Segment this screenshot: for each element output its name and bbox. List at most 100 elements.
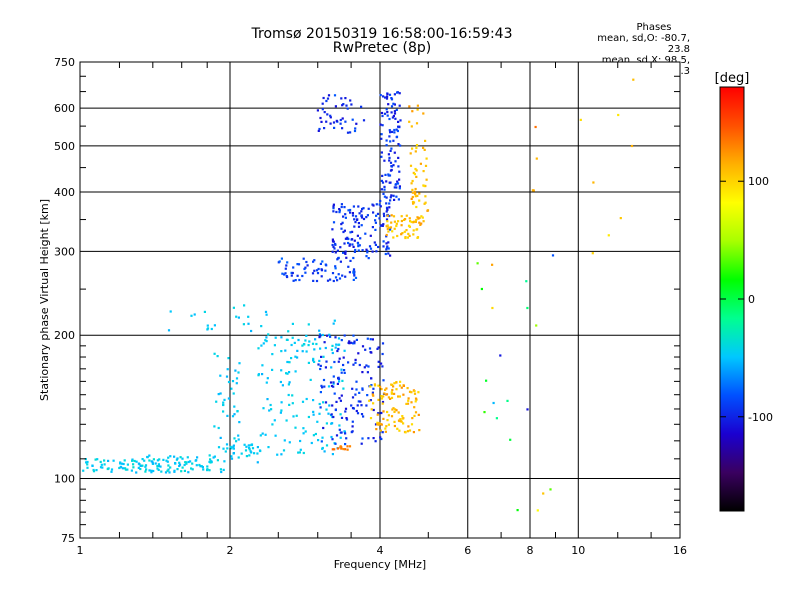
data-point [353, 129, 357, 133]
data-point [361, 437, 364, 440]
data-point [400, 219, 403, 223]
data-point [392, 215, 396, 218]
data-point [189, 460, 192, 463]
colorbar-tick-label-0: 0 [748, 293, 755, 306]
data-point [335, 400, 338, 403]
data-point [385, 139, 388, 142]
data-point [382, 410, 385, 413]
data-point [422, 170, 425, 173]
data-point [290, 343, 293, 347]
data-point [348, 342, 351, 345]
data-point [401, 415, 404, 418]
data-point [240, 452, 243, 455]
data-point [186, 456, 189, 459]
data-point [415, 144, 419, 147]
data-point [411, 188, 414, 191]
data-point [86, 460, 89, 464]
data-point [387, 252, 390, 255]
data-point [266, 377, 269, 380]
data-point [362, 415, 365, 418]
data-point [351, 238, 354, 241]
data-point [257, 347, 260, 350]
data-point [343, 349, 346, 352]
data-point [418, 199, 421, 202]
data-point [424, 195, 427, 198]
data-point [333, 126, 336, 129]
data-point [412, 202, 415, 205]
data-point [208, 454, 211, 457]
data-point [326, 97, 330, 100]
data-point [126, 468, 129, 471]
data-point [395, 381, 398, 384]
data-point [325, 360, 328, 363]
data-point [386, 214, 389, 217]
data-point [411, 179, 414, 183]
data-point [256, 446, 259, 449]
data-point [339, 118, 342, 122]
data-point [176, 468, 179, 471]
data-point [248, 446, 251, 450]
data-point [279, 411, 282, 414]
data-point [422, 146, 425, 149]
data-point [292, 266, 295, 269]
data-point [283, 273, 286, 276]
data-point [380, 411, 383, 415]
data-point [343, 371, 346, 374]
data-point [210, 460, 213, 463]
data-point [352, 278, 355, 281]
data-point [250, 329, 253, 333]
data-point [280, 257, 283, 260]
data-point [120, 466, 123, 469]
data-point [395, 222, 398, 225]
data-point [393, 128, 396, 132]
data-point [334, 265, 337, 268]
data-point [405, 214, 408, 217]
data-point [166, 460, 169, 463]
data-point [169, 310, 172, 313]
x-tick-label-16: 16 [673, 544, 687, 557]
data-point [330, 435, 333, 439]
data-point [362, 119, 366, 122]
data-point [342, 387, 345, 390]
data-point [166, 469, 169, 472]
chart-title-line2: RwPretec (8p) [332, 40, 432, 56]
data-point [158, 458, 161, 461]
data-point [294, 355, 297, 358]
data-point [316, 109, 319, 112]
data-point [152, 458, 155, 461]
data-point [397, 220, 400, 223]
data-point [267, 333, 270, 336]
data-point [319, 406, 322, 409]
data-point [398, 395, 401, 398]
data-point [360, 214, 363, 218]
data-point [187, 460, 190, 464]
data-point [380, 437, 383, 441]
data-point [495, 417, 498, 420]
data-point [391, 408, 394, 411]
data-point [206, 327, 210, 330]
data-point [213, 455, 216, 458]
data-point [232, 447, 235, 450]
data-point [413, 190, 417, 193]
data-point [387, 153, 390, 156]
data-point [319, 391, 322, 394]
data-point [388, 93, 392, 96]
data-point [269, 403, 272, 407]
data-point [288, 361, 291, 364]
data-point [360, 442, 363, 445]
data-point [412, 201, 416, 204]
data-point [121, 467, 125, 470]
data-point [332, 205, 335, 208]
data-point [398, 185, 401, 188]
y-tick-label-300: 300 [54, 245, 75, 258]
data-point [374, 440, 377, 443]
data-point [325, 120, 328, 123]
data-point [320, 440, 323, 443]
data-point [398, 170, 401, 173]
data-point [337, 273, 340, 276]
data-point [395, 195, 398, 198]
data-point [226, 414, 229, 417]
data-point [284, 349, 287, 352]
data-point [402, 384, 405, 387]
colorbar-label: [deg] [715, 71, 750, 86]
